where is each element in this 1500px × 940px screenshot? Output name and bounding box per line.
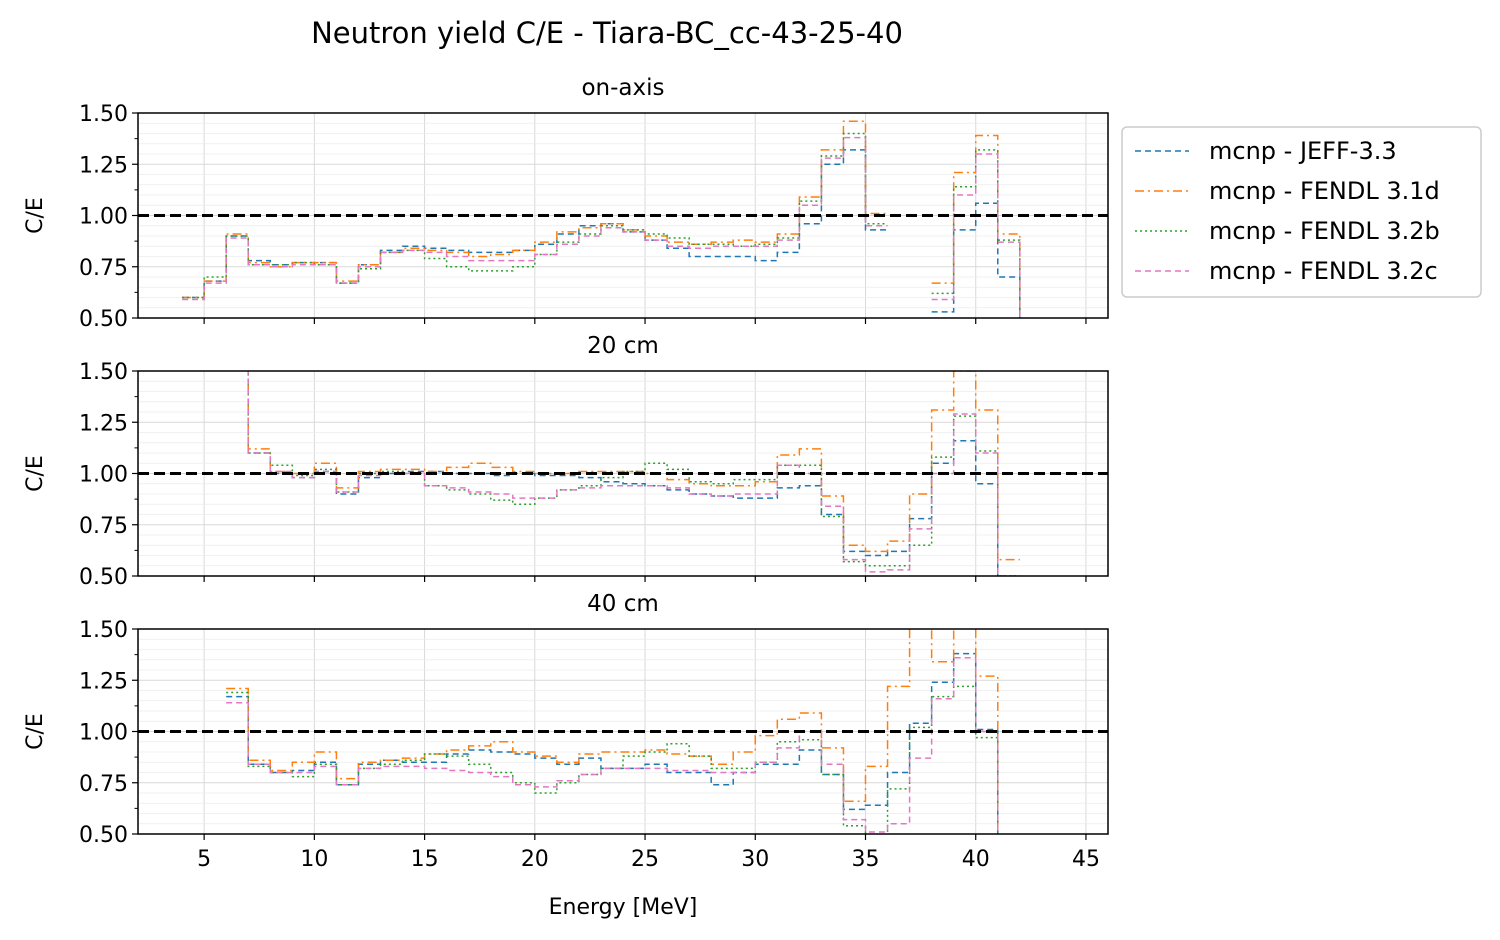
- series-line: [226, 652, 999, 834]
- y-tick-label: 0.50: [79, 307, 128, 332]
- panel-title: 40 cm: [587, 591, 659, 617]
- legend-box: [1121, 126, 1482, 298]
- panel-title: on-axis: [581, 75, 664, 101]
- y-tick-label: 1.50: [79, 102, 128, 127]
- x-axis-label: Energy [MeV]: [549, 895, 698, 920]
- series-line: [247, 371, 999, 576]
- y-tick-label: 1.00: [79, 463, 128, 488]
- y-tick-label: 1.25: [79, 669, 128, 694]
- x-tick-label: 45: [1072, 847, 1100, 872]
- series-line: [182, 136, 1021, 318]
- legend-label: mcnp - FENDL 3.2c: [1209, 257, 1438, 285]
- legend-label: mcnp - JEFF-3.3: [1209, 137, 1397, 165]
- y-tick-label: 1.00: [79, 205, 128, 230]
- legend-label: mcnp - FENDL 3.1d: [1209, 177, 1440, 205]
- x-tick-label: 25: [631, 847, 659, 872]
- x-tick-label: 40: [962, 847, 990, 872]
- y-tick-label: 0.50: [79, 823, 128, 848]
- panel-20cm: 20 cm 0.50 0.75 1.00 1.25 1.50 C/E: [23, 333, 1109, 590]
- y-axis-label: C/E: [23, 713, 48, 750]
- y-tick-label: 1.25: [79, 153, 128, 178]
- series-line: [247, 371, 1020, 561]
- x-tick-label: 30: [741, 847, 769, 872]
- panel-on-axis: on-axis 0.50 0.75 1.00 1.25 1.50 C/E: [23, 75, 1109, 332]
- panel-40cm: 40 cm 0.50 0.75 1.00 1.25 1.50 5 10 15 20 25 30 35 40…: [23, 591, 1109, 872]
- y-tick-label: 1.50: [79, 360, 128, 385]
- y-tick-label: 1.00: [79, 721, 128, 746]
- figure-title: Neutron yield C/E - Tiara-BC_cc-43-25-40: [311, 16, 903, 50]
- series-line: [182, 120, 1021, 318]
- y-tick-label: 0.50: [79, 565, 128, 590]
- y-tick-label: 1.25: [79, 411, 128, 436]
- x-tick-label: 10: [300, 847, 328, 872]
- legend: mcnp - JEFF-3.3 mcnp - FENDL 3.1d mcnp - F…: [1121, 126, 1482, 298]
- y-axis-label: C/E: [23, 455, 48, 492]
- y-axis-label: C/E: [23, 197, 48, 234]
- x-tick-label: 35: [852, 847, 880, 872]
- y-tick-label: 0.75: [79, 256, 128, 281]
- y-tick-label: 1.50: [79, 618, 128, 643]
- series-line: [226, 656, 999, 834]
- panel-title: 20 cm: [587, 333, 659, 359]
- x-tick-label: 20: [521, 847, 549, 872]
- legend-label: mcnp - FENDL 3.2b: [1209, 217, 1440, 245]
- series-line: [247, 371, 1020, 576]
- x-tick-label: 15: [411, 847, 439, 872]
- y-tick-label: 0.75: [79, 772, 128, 797]
- series-line: [247, 371, 1020, 576]
- series-line: [226, 685, 999, 834]
- x-tick-label: 5: [197, 847, 211, 872]
- y-tick-label: 0.75: [79, 514, 128, 539]
